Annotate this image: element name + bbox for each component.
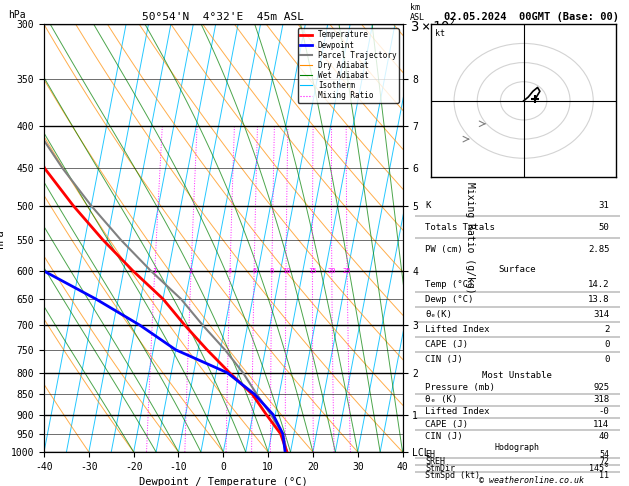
Text: © weatheronline.co.uk: © weatheronline.co.uk <box>479 476 584 485</box>
Text: 8: 8 <box>270 267 274 274</box>
Text: 2.85: 2.85 <box>588 244 610 254</box>
Title: 50°54'N  4°32'E  45m ASL: 50°54'N 4°32'E 45m ASL <box>142 12 304 22</box>
Text: -0: -0 <box>599 407 610 417</box>
Text: SREH: SREH <box>425 457 445 466</box>
Text: 14.2: 14.2 <box>588 280 610 289</box>
Text: 2: 2 <box>604 325 610 334</box>
Text: 31: 31 <box>599 201 610 210</box>
Text: StmDir: StmDir <box>425 464 455 473</box>
Legend: Temperature, Dewpoint, Parcel Trajectory, Dry Adiabat, Wet Adiabat, Isotherm, Mi: Temperature, Dewpoint, Parcel Trajectory… <box>298 28 399 103</box>
Text: 54: 54 <box>599 450 610 459</box>
Text: 72: 72 <box>599 457 610 466</box>
Text: 15: 15 <box>308 267 316 274</box>
Text: Lifted Index: Lifted Index <box>425 325 490 334</box>
Text: 20: 20 <box>328 267 336 274</box>
Text: 13.8: 13.8 <box>588 295 610 304</box>
Text: 114: 114 <box>593 419 610 429</box>
Text: EH: EH <box>425 450 435 459</box>
Text: 10: 10 <box>282 267 290 274</box>
Text: θₑ(K): θₑ(K) <box>425 310 452 319</box>
Text: PW (cm): PW (cm) <box>425 244 463 254</box>
Text: CAPE (J): CAPE (J) <box>425 419 469 429</box>
Text: CIN (J): CIN (J) <box>425 355 463 364</box>
Text: 925: 925 <box>593 383 610 392</box>
Text: Lifted Index: Lifted Index <box>425 407 490 417</box>
Text: Most Unstable: Most Unstable <box>482 371 552 380</box>
Text: hPa: hPa <box>8 10 26 20</box>
Text: θₑ (K): θₑ (K) <box>425 395 458 404</box>
Text: 145°: 145° <box>589 464 610 473</box>
Text: Hodograph: Hodograph <box>495 443 540 451</box>
Text: Temp (°C): Temp (°C) <box>425 280 474 289</box>
X-axis label: Dewpoint / Temperature (°C): Dewpoint / Temperature (°C) <box>139 477 308 486</box>
Text: CAPE (J): CAPE (J) <box>425 340 469 349</box>
Text: 314: 314 <box>593 310 610 319</box>
Text: Surface: Surface <box>499 265 536 275</box>
Text: 50: 50 <box>599 223 610 232</box>
Text: 25: 25 <box>343 267 352 274</box>
Text: Totals Totals: Totals Totals <box>425 223 495 232</box>
Text: StmSpd (kt): StmSpd (kt) <box>425 471 481 480</box>
Text: Pressure (mb): Pressure (mb) <box>425 383 495 392</box>
Text: 4: 4 <box>228 267 232 274</box>
Text: 2: 2 <box>189 267 193 274</box>
Text: CIN (J): CIN (J) <box>425 432 463 441</box>
Text: 6: 6 <box>252 267 256 274</box>
Text: 1: 1 <box>153 267 157 274</box>
Y-axis label: hPa: hPa <box>0 229 5 247</box>
Text: Dewp (°C): Dewp (°C) <box>425 295 474 304</box>
Text: 02.05.2024  00GMT (Base: 00): 02.05.2024 00GMT (Base: 00) <box>444 12 619 22</box>
Text: 0: 0 <box>604 355 610 364</box>
Text: 11: 11 <box>599 471 610 480</box>
Text: kt: kt <box>435 29 445 38</box>
Text: 40: 40 <box>599 432 610 441</box>
Text: 318: 318 <box>593 395 610 404</box>
Text: km
ASL: km ASL <box>409 3 425 22</box>
Text: K: K <box>425 201 431 210</box>
Text: 0: 0 <box>604 340 610 349</box>
Y-axis label: Mixing Ratio (g/kg): Mixing Ratio (g/kg) <box>465 182 476 294</box>
